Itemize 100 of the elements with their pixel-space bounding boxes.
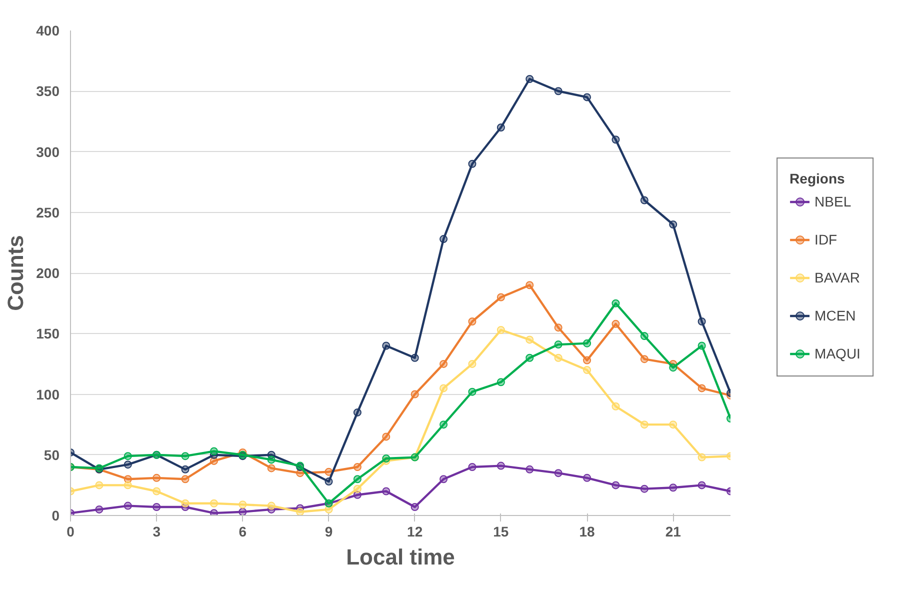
y-tick-label: 150 <box>36 326 60 342</box>
point <box>583 474 592 482</box>
point <box>583 339 592 348</box>
point <box>440 384 448 392</box>
legend-title: Regions <box>790 170 846 186</box>
point <box>526 354 534 362</box>
point <box>238 508 247 516</box>
point <box>698 342 706 350</box>
x-tick-label: 3 <box>152 524 161 540</box>
legend-label: IDF <box>814 231 838 247</box>
point <box>440 420 448 429</box>
point <box>124 481 132 490</box>
point <box>267 464 276 472</box>
point <box>410 503 419 512</box>
point <box>181 499 190 508</box>
point <box>554 469 562 478</box>
point <box>468 360 476 368</box>
point <box>95 481 104 490</box>
point <box>554 340 562 349</box>
point <box>612 136 620 144</box>
point <box>152 503 161 512</box>
point <box>440 360 448 368</box>
x-tick-label: 18 <box>579 524 596 540</box>
point <box>640 196 648 204</box>
x-tick-label: 21 <box>665 524 682 540</box>
x-axis-title: Local time <box>346 544 455 570</box>
point <box>640 355 648 364</box>
point <box>669 220 678 228</box>
point <box>526 336 534 344</box>
point <box>583 366 592 374</box>
point <box>324 478 333 486</box>
x-tick-label: 0 <box>66 524 75 540</box>
legend-label: NBEL <box>814 193 852 209</box>
point <box>612 402 620 410</box>
point <box>640 420 648 429</box>
point <box>526 75 534 83</box>
point <box>210 499 218 508</box>
y-tick-label: 400 <box>36 22 60 38</box>
point <box>468 388 476 396</box>
point <box>152 474 161 482</box>
point <box>124 460 132 469</box>
point <box>640 332 648 340</box>
legend-label: MAQUI <box>814 345 860 361</box>
point <box>410 390 419 398</box>
point <box>669 364 678 372</box>
y-tick-label: 100 <box>36 386 60 402</box>
point <box>440 235 448 244</box>
point <box>410 354 419 362</box>
point <box>382 487 390 496</box>
point <box>554 87 562 96</box>
point <box>181 452 190 460</box>
x-tick-label: 9 <box>324 524 333 540</box>
point <box>124 452 132 460</box>
point <box>554 324 562 332</box>
point <box>267 456 276 464</box>
x-tick-label: 6 <box>238 524 247 540</box>
y-tick-label: 0 <box>52 508 60 524</box>
point <box>468 318 476 326</box>
point <box>612 481 620 490</box>
point <box>669 420 678 429</box>
y-tick-label: 300 <box>36 144 60 160</box>
point <box>353 408 362 416</box>
point <box>181 465 190 474</box>
y-tick-label: 350 <box>36 83 60 100</box>
legend-label: BAVAR <box>814 269 860 285</box>
point <box>382 432 390 441</box>
x-tick-label: 15 <box>493 524 509 540</box>
point <box>669 484 678 492</box>
point <box>296 508 304 516</box>
point <box>353 484 362 493</box>
point <box>583 93 592 102</box>
point <box>95 505 104 514</box>
point <box>124 502 132 510</box>
point <box>468 160 476 168</box>
y-tick-label: 250 <box>36 204 60 220</box>
point <box>210 447 218 456</box>
point <box>238 500 247 509</box>
point <box>698 318 706 326</box>
point <box>526 281 534 290</box>
point <box>496 293 505 302</box>
point <box>353 463 362 471</box>
point <box>496 326 505 334</box>
point <box>583 356 592 364</box>
point <box>152 487 161 496</box>
point <box>181 475 190 484</box>
y-tick-label: 200 <box>36 265 60 281</box>
legend-label: MCEN <box>814 307 856 323</box>
point <box>640 484 648 493</box>
point <box>612 299 620 308</box>
point <box>382 342 390 350</box>
y-axis-title: Counts <box>3 235 28 311</box>
point <box>267 502 276 510</box>
y-tick-label: 50 <box>44 446 60 463</box>
point <box>554 354 562 362</box>
point <box>496 378 505 386</box>
point <box>210 509 218 516</box>
point <box>698 384 706 392</box>
point <box>698 481 706 490</box>
x-tick-label: 12 <box>407 524 423 540</box>
point <box>440 475 448 484</box>
